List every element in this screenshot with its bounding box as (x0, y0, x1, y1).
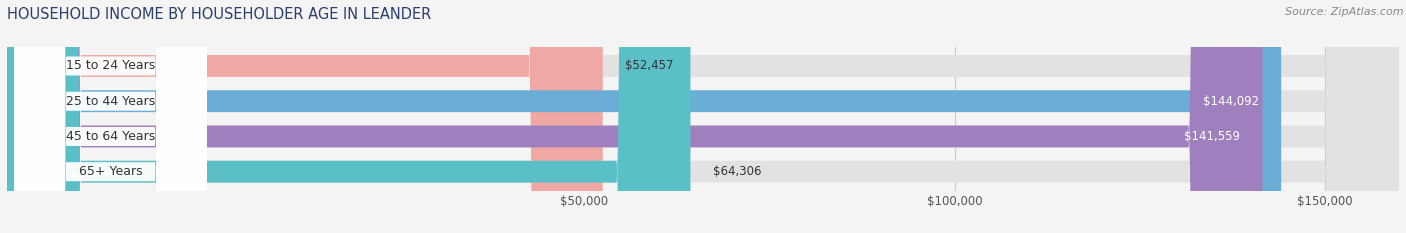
FancyBboxPatch shape (14, 0, 207, 233)
Text: $141,559: $141,559 (1184, 130, 1240, 143)
FancyBboxPatch shape (7, 0, 1399, 233)
Text: Source: ZipAtlas.com: Source: ZipAtlas.com (1285, 7, 1403, 17)
Text: $144,092: $144,092 (1204, 95, 1258, 108)
Text: $52,457: $52,457 (624, 59, 673, 72)
Text: HOUSEHOLD INCOME BY HOUSEHOLDER AGE IN LEANDER: HOUSEHOLD INCOME BY HOUSEHOLDER AGE IN L… (7, 7, 432, 22)
FancyBboxPatch shape (7, 0, 1399, 233)
FancyBboxPatch shape (14, 0, 207, 233)
Text: 65+ Years: 65+ Years (79, 165, 142, 178)
FancyBboxPatch shape (7, 0, 1399, 233)
Text: $64,306: $64,306 (713, 165, 761, 178)
FancyBboxPatch shape (7, 0, 1263, 233)
FancyBboxPatch shape (7, 0, 1399, 233)
Text: 25 to 44 Years: 25 to 44 Years (66, 95, 155, 108)
FancyBboxPatch shape (14, 0, 207, 233)
FancyBboxPatch shape (7, 0, 690, 233)
FancyBboxPatch shape (7, 0, 1281, 233)
Text: 15 to 24 Years: 15 to 24 Years (66, 59, 155, 72)
Text: 45 to 64 Years: 45 to 64 Years (66, 130, 155, 143)
FancyBboxPatch shape (14, 0, 207, 233)
FancyBboxPatch shape (7, 0, 603, 233)
